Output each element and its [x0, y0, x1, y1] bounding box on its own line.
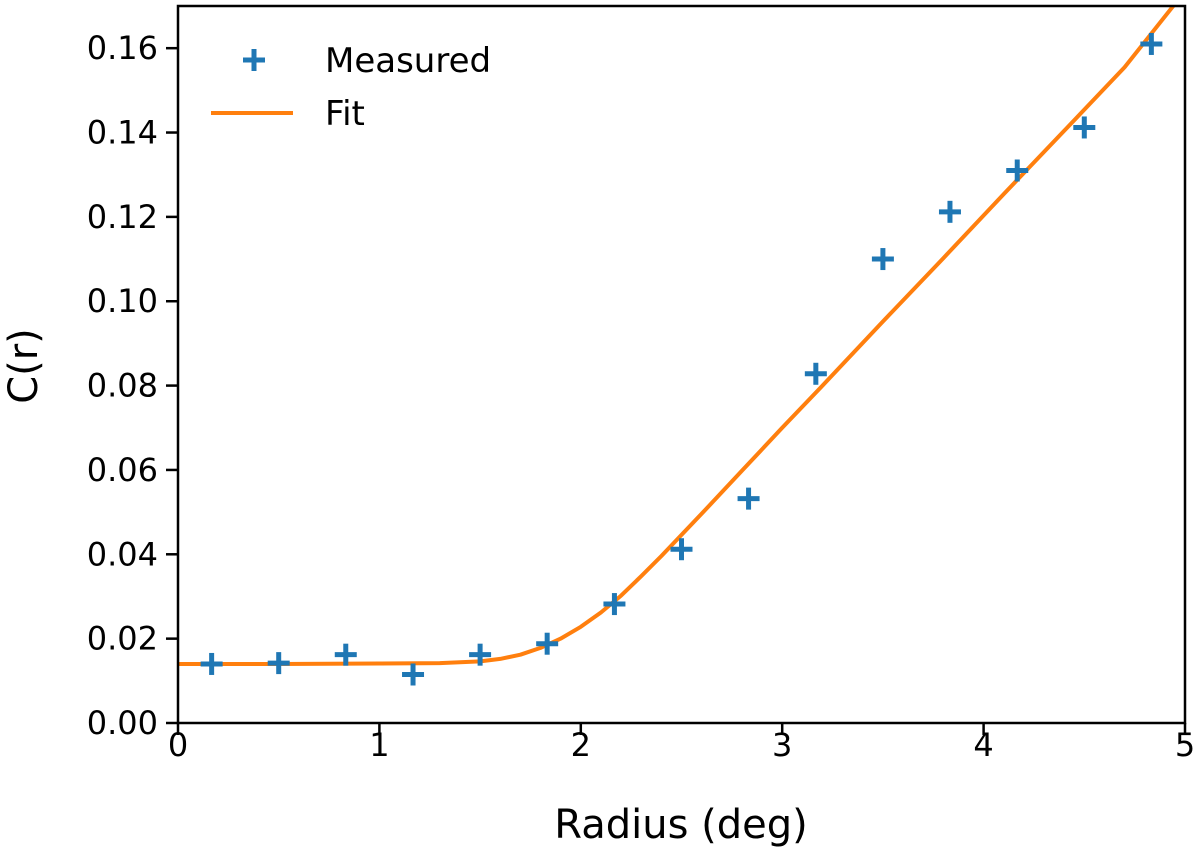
y-tick-label: 0.10	[87, 282, 158, 320]
data-layer	[178, 6, 1176, 686]
measured-point	[469, 643, 492, 666]
axes-layer: 0 1 2 3 4 5 0.00 0.02 0.04 0.06 0.08 0.10 0.12 0.14 0.…	[87, 29, 1195, 764]
measured-point	[536, 632, 559, 655]
measured-point	[200, 652, 223, 675]
x-tick-label: 0	[168, 726, 188, 764]
x-tick-label: 1	[369, 726, 389, 764]
measured-point	[267, 652, 290, 675]
x-tick-label: 5	[1175, 726, 1195, 764]
legend-marker-measured	[243, 49, 265, 71]
measured-point	[1006, 159, 1029, 182]
measured-point	[1140, 32, 1163, 55]
x-tick-label: 3	[772, 726, 792, 764]
y-axis-title: C(r)	[1, 328, 47, 404]
measured-point	[1073, 116, 1096, 139]
measured-point	[402, 663, 425, 686]
x-tick-label: 2	[571, 726, 591, 764]
y-tick-label: 0.08	[87, 367, 158, 405]
y-tick-label: 0.06	[87, 451, 158, 489]
y-tick-label: 0.02	[87, 620, 158, 658]
y-tick-label: 0.04	[87, 535, 158, 573]
x-axis-title: Radius (deg)	[554, 802, 807, 848]
measured-point	[334, 643, 357, 666]
legend-label-fit: Fit	[325, 94, 365, 134]
x-tick-label: 4	[973, 726, 993, 764]
measured-point	[871, 248, 894, 271]
y-tick-label: 0.16	[87, 29, 158, 67]
legend-label-measured: Measured	[325, 41, 491, 81]
measured-point	[938, 200, 961, 223]
legend: Measured Fit	[211, 41, 491, 134]
measured-point	[737, 487, 760, 510]
y-tick-label: 0.00	[87, 704, 158, 742]
y-tick-label: 0.12	[87, 198, 158, 236]
measured-point	[670, 538, 693, 561]
measured-point	[603, 593, 626, 616]
plot-frame	[176, 4, 1187, 725]
y-tick-label: 0.14	[87, 114, 158, 152]
measured-point	[804, 362, 827, 385]
